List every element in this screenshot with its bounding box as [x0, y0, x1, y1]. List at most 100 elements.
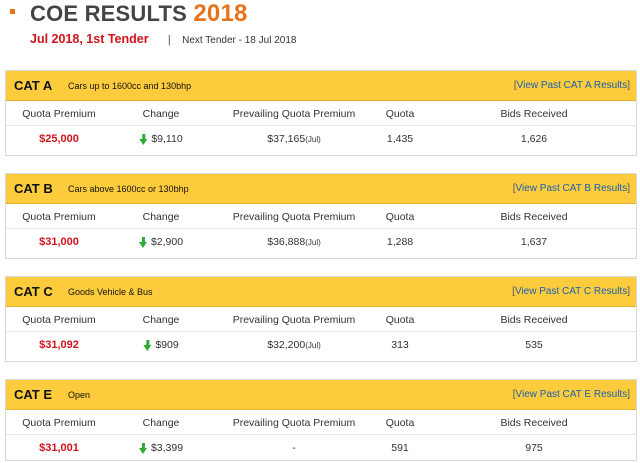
- category-description: Goods Vehicle & Bus: [68, 287, 153, 297]
- category-header: CAT B Cars above 1600cc or 130bhp [View …: [6, 174, 636, 204]
- label-change: Change: [142, 211, 180, 223]
- label-quota-premium: Quota Premium: [22, 314, 96, 326]
- tender-info: Jul 2018, 1st Tender | Next Tender - 18 …: [30, 32, 296, 46]
- label-bids: Bids Received: [500, 314, 568, 326]
- quota-premium-value: $31,001: [39, 442, 79, 454]
- change-value: $3,399: [138, 442, 184, 454]
- link-bracket-close: ]: [627, 389, 630, 400]
- prevailing-month: (Jul): [305, 238, 321, 247]
- change-amount: $2,900: [150, 236, 184, 248]
- view-past-cat-b-link[interactable]: View Past CAT B Results: [515, 183, 628, 194]
- arrow-down-icon: [143, 339, 152, 351]
- prevailing-value: -: [292, 442, 296, 454]
- change-amount: $3,399: [150, 442, 184, 454]
- prevailing-value: $37,165(Jul): [267, 133, 321, 145]
- quota-premium-value: $31,092: [39, 339, 79, 351]
- category-name: CAT B: [14, 181, 53, 196]
- category-header: CAT E Open [View Past CAT E Results]: [6, 380, 636, 410]
- label-quota: Quota: [385, 108, 415, 120]
- prevailing-amount: -: [292, 442, 296, 454]
- link-bracket-open: [: [512, 183, 516, 194]
- values-row: $25,000 $9,110 $37,165(Jul) 1,435 1,626: [6, 126, 636, 151]
- category-name: CAT C: [14, 284, 53, 299]
- change-amount: $909: [155, 339, 179, 351]
- label-quota: Quota: [385, 211, 415, 223]
- label-quota: Quota: [385, 314, 415, 326]
- label-change: Change: [142, 314, 180, 326]
- category-card-e: CAT E Open [View Past CAT E Results] Quo…: [5, 379, 637, 461]
- category-card-a: CAT A Cars up to 1600cc and 130bhp [View…: [5, 70, 637, 156]
- category-name: CAT E: [14, 387, 53, 402]
- view-past-cat-a-link[interactable]: View Past CAT A Results: [516, 80, 628, 91]
- label-bids: Bids Received: [500, 211, 568, 223]
- quota-value: 1,435: [386, 133, 414, 145]
- label-quota-premium: Quota Premium: [22, 417, 96, 429]
- past-results-link-wrapper: [View Past CAT B Results]: [513, 183, 630, 194]
- prevailing-month: (Jul): [305, 341, 321, 350]
- label-prevailing: Prevailing Quota Premium: [232, 314, 356, 326]
- category-name: CAT A: [14, 78, 53, 93]
- column-labels-row: Quota Premium Change Prevailing Quota Pr…: [6, 410, 636, 435]
- category-description: Cars above 1600cc or 130bhp: [68, 184, 189, 194]
- view-past-cat-e-link[interactable]: View Past CAT E Results: [515, 389, 628, 400]
- arrow-down-icon: [138, 442, 148, 454]
- category-header: CAT C Goods Vehicle & Bus [View Past CAT…: [6, 277, 636, 307]
- link-bracket-close: ]: [627, 183, 630, 194]
- link-bracket-close: ]: [627, 286, 630, 297]
- column-labels-row: Quota Premium Change Prevailing Quota Pr…: [6, 307, 636, 332]
- arrow-down-icon: [139, 133, 148, 145]
- past-results-link-wrapper: [View Past CAT C Results]: [512, 286, 630, 297]
- category-description: Open: [68, 390, 91, 400]
- label-bids: Bids Received: [500, 108, 568, 120]
- category-header: CAT A Cars up to 1600cc and 130bhp [View…: [6, 71, 636, 101]
- change-value: $9,110: [139, 133, 183, 145]
- quota-premium-value: $31,000: [39, 236, 79, 248]
- label-bids: Bids Received: [500, 417, 568, 429]
- label-quota: Quota: [385, 417, 415, 429]
- label-quota-premium: Quota Premium: [22, 211, 96, 223]
- label-prevailing: Prevailing Quota Premium: [232, 417, 356, 429]
- prevailing-amount: $37,165: [267, 133, 306, 145]
- bids-value: 975: [525, 442, 543, 454]
- change-value: $909: [143, 339, 179, 351]
- page-header: COE RESULTS 2018 Jul 2018, 1st Tender | …: [0, 0, 640, 60]
- current-tender: Jul 2018, 1st Tender: [30, 32, 149, 46]
- prevailing-amount: $36,888: [267, 236, 306, 248]
- bids-value: 1,626: [520, 133, 548, 145]
- label-quota-premium: Quota Premium: [22, 108, 96, 120]
- prevailing-month: (Jul): [305, 135, 321, 144]
- quota-value: 313: [391, 339, 409, 351]
- past-results-link-wrapper: [View Past CAT E Results]: [513, 389, 630, 400]
- change-value: $2,900: [138, 236, 184, 248]
- category-description: Cars up to 1600cc and 130bhp: [68, 81, 192, 91]
- arrow-down-icon: [138, 236, 148, 248]
- past-results-link-wrapper: [View Past CAT A Results]: [514, 80, 630, 91]
- prevailing-value: $36,888(Jul): [267, 236, 321, 248]
- change-amount: $9,110: [151, 133, 183, 145]
- bids-value: 535: [525, 339, 543, 351]
- label-prevailing: Prevailing Quota Premium: [232, 108, 356, 120]
- link-bracket-open: [: [512, 286, 515, 297]
- next-tender: Next Tender - 18 Jul 2018: [182, 35, 297, 46]
- link-bracket-open: [: [513, 80, 517, 91]
- link-bracket-open: [: [512, 389, 516, 400]
- category-card-b: CAT B Cars above 1600cc or 130bhp [View …: [5, 173, 637, 259]
- values-row: $31,001 $3,399 - 591 975: [6, 435, 636, 460]
- values-row: $31,000 $2,900 $36,888(Jul) 1,288 1,637: [6, 229, 636, 254]
- square-bullet-icon: [10, 9, 15, 14]
- values-row: $31,092 $909 $32,200(Jul) 313 535: [6, 332, 636, 357]
- label-prevailing: Prevailing Quota Premium: [232, 211, 356, 223]
- title-year: 2018: [193, 0, 248, 27]
- category-card-c: CAT C Goods Vehicle & Bus [View Past CAT…: [5, 276, 637, 362]
- title-prefix: COE RESULTS: [30, 1, 188, 26]
- view-past-cat-c-link[interactable]: View Past CAT C Results: [514, 286, 628, 297]
- quota-value: 1,288: [386, 236, 414, 248]
- page-title: COE RESULTS 2018: [30, 0, 248, 28]
- quota-premium-value: $25,000: [39, 133, 79, 145]
- quota-value: 591: [391, 442, 409, 454]
- column-labels-row: Quota Premium Change Prevailing Quota Pr…: [6, 204, 636, 229]
- link-bracket-close: ]: [627, 80, 630, 91]
- separator: |: [167, 34, 171, 46]
- bids-value: 1,637: [520, 236, 548, 248]
- prevailing-value: $32,200(Jul): [267, 339, 321, 351]
